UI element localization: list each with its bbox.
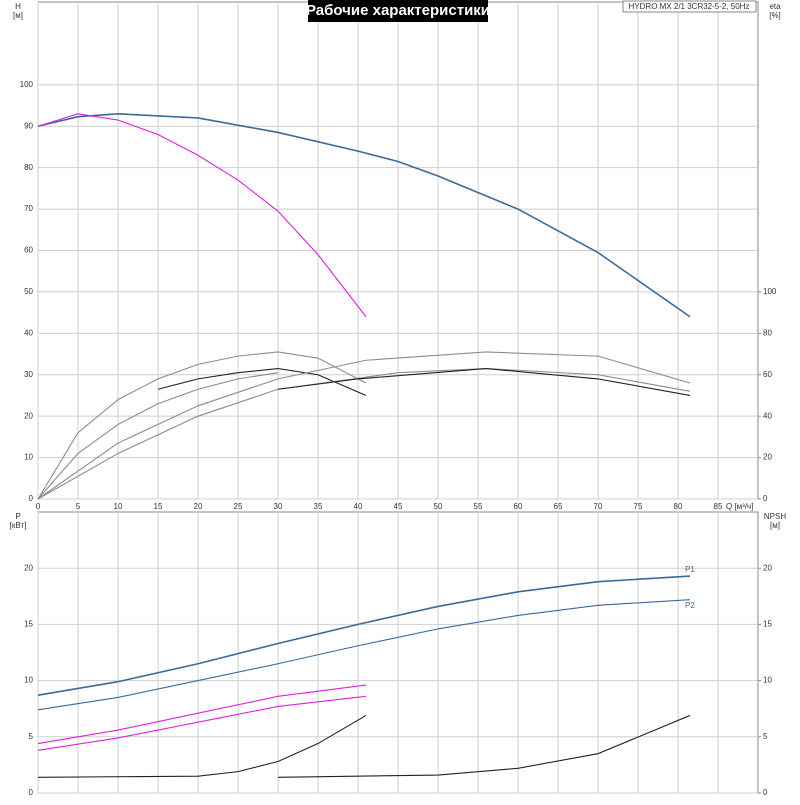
plots: 0 5 10 15 20 25 30 35 40 45 50 55 60 65 70 75 80 85010203… (10, 1, 786, 797)
y2-tick-label: 60 (763, 370, 772, 379)
y-tick-label: 70 (24, 204, 33, 213)
data-line (37, 684, 367, 745)
data-line (37, 695, 367, 751)
y-tick-label: 90 (24, 121, 33, 130)
x-tick-label: 5 (76, 502, 81, 511)
y-axis-unit: [кВт] (10, 521, 27, 530)
data-line (37, 372, 279, 500)
y2-tick-label: 5 (763, 732, 768, 741)
data-line (37, 599, 691, 711)
x-tick-label: 25 (234, 502, 243, 511)
title-box (308, 0, 488, 22)
data-line (37, 575, 691, 697)
y-tick-label: 10 (24, 676, 33, 685)
y-tick-label: 0 (29, 494, 34, 503)
x-tick-label: 60 (514, 502, 523, 511)
y-tick-label: 60 (24, 246, 33, 255)
data-line (277, 714, 691, 778)
y2-tick-label: 10 (763, 676, 772, 685)
y-tick-label: 50 (24, 287, 33, 296)
x-tick-label: 80 (674, 502, 683, 511)
x-axis-label: Q [м³/ч] (726, 502, 753, 511)
y2-tick-label: 20 (763, 563, 772, 572)
model-box (622, 0, 757, 13)
data-line (37, 113, 367, 318)
x-tick-label: 85 (714, 502, 723, 511)
model-label: HYDRO MX 2/1 3CR32-5-2, 50Hz (629, 2, 750, 11)
y-tick-label: 80 (24, 163, 33, 172)
y-tick-label: 20 (24, 563, 33, 572)
y2-tick-label: 80 (763, 328, 772, 337)
y-axis-label: H (15, 2, 21, 11)
x-tick-label: 65 (554, 502, 563, 511)
x-tick-label: 15 (154, 502, 163, 511)
x-tick-label: 70 (594, 502, 603, 511)
y-tick-label: 100 (20, 80, 34, 89)
x-tick-label: 35 (314, 502, 323, 511)
data-line (37, 351, 691, 500)
x-tick-label: 10 (114, 502, 123, 511)
data-line (37, 113, 691, 318)
y2-axis-unit: [м] (770, 521, 780, 530)
y-tick-label: 20 (24, 411, 33, 420)
y2-tick-label: 40 (763, 411, 772, 420)
x-tick-label: 30 (274, 502, 283, 511)
y2-tick-label: 0 (763, 788, 768, 797)
y-tick-label: 15 (24, 620, 33, 629)
y-tick-label: 0 (29, 788, 34, 797)
series-label: P2 (685, 601, 695, 610)
y2-tick-label: 0 (763, 494, 768, 503)
y2-axis-label: NPSH (764, 512, 786, 521)
chart-title: Рабочие характеристики (306, 2, 490, 19)
y-tick-label: 40 (24, 328, 33, 337)
x-tick-label: 40 (354, 502, 363, 511)
data-line (277, 367, 691, 396)
data-line (37, 351, 367, 500)
y-tick-label: 10 (24, 453, 33, 462)
x-tick-label: 20 (194, 502, 203, 511)
y-tick-label: 5 (29, 732, 34, 741)
y-tick-label: 30 (24, 370, 33, 379)
y-axis-unit: [м] (13, 11, 23, 20)
data-line (157, 367, 367, 396)
data-line (37, 367, 691, 500)
y2-tick-label: 15 (763, 620, 772, 629)
y2-axis-unit: [%] (769, 11, 781, 20)
y2-tick-label: 100 (763, 287, 777, 296)
x-tick-label: 45 (394, 502, 403, 511)
y2-axis-label: eta (769, 2, 781, 11)
data-line (37, 714, 367, 778)
y2-tick-label: 20 (763, 453, 772, 462)
series-label: P1 (685, 565, 695, 574)
y-axis-label: P (15, 512, 20, 521)
x-tick-label: 75 (634, 502, 643, 511)
x-tick-label: 55 (474, 502, 483, 511)
x-tick-label: 0 (36, 502, 41, 511)
x-tick-label: 50 (434, 502, 443, 511)
